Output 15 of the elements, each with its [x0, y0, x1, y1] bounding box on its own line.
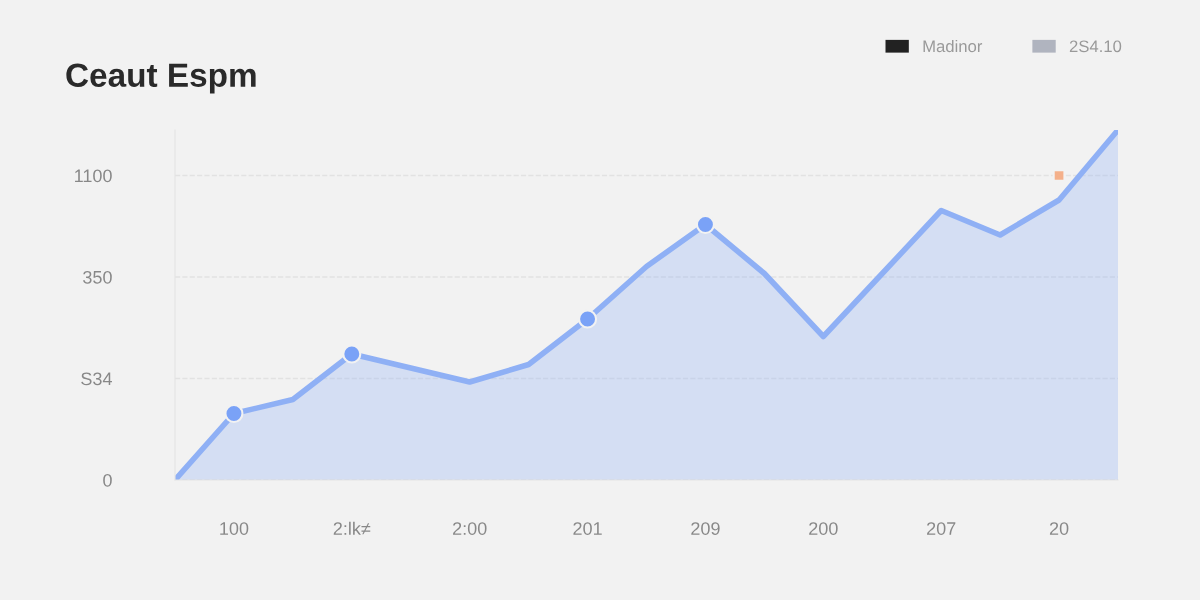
x-tick-label: 2:lk≠ [333, 521, 371, 535]
legend-label: Madinor [923, 39, 983, 53]
text: 1100 [75, 169, 112, 183]
x-tick-label: 207 [927, 522, 956, 535]
chart-title: Ceaut Espm [66, 63, 256, 94]
x-tick-label: 2:00 [453, 522, 487, 535]
x-tick-label: 100 [220, 522, 249, 535]
text: S34 [81, 372, 112, 386]
text: 350 [83, 270, 112, 284]
x-tick-label: 20 [1049, 522, 1069, 535]
legend-label: 2S4.10 [1069, 40, 1122, 53]
x-tick-label: 201 [573, 522, 602, 535]
x-tick-label: 209 [691, 522, 720, 535]
x-tick-label: 200 [809, 522, 838, 535]
text: 0 [103, 473, 112, 487]
